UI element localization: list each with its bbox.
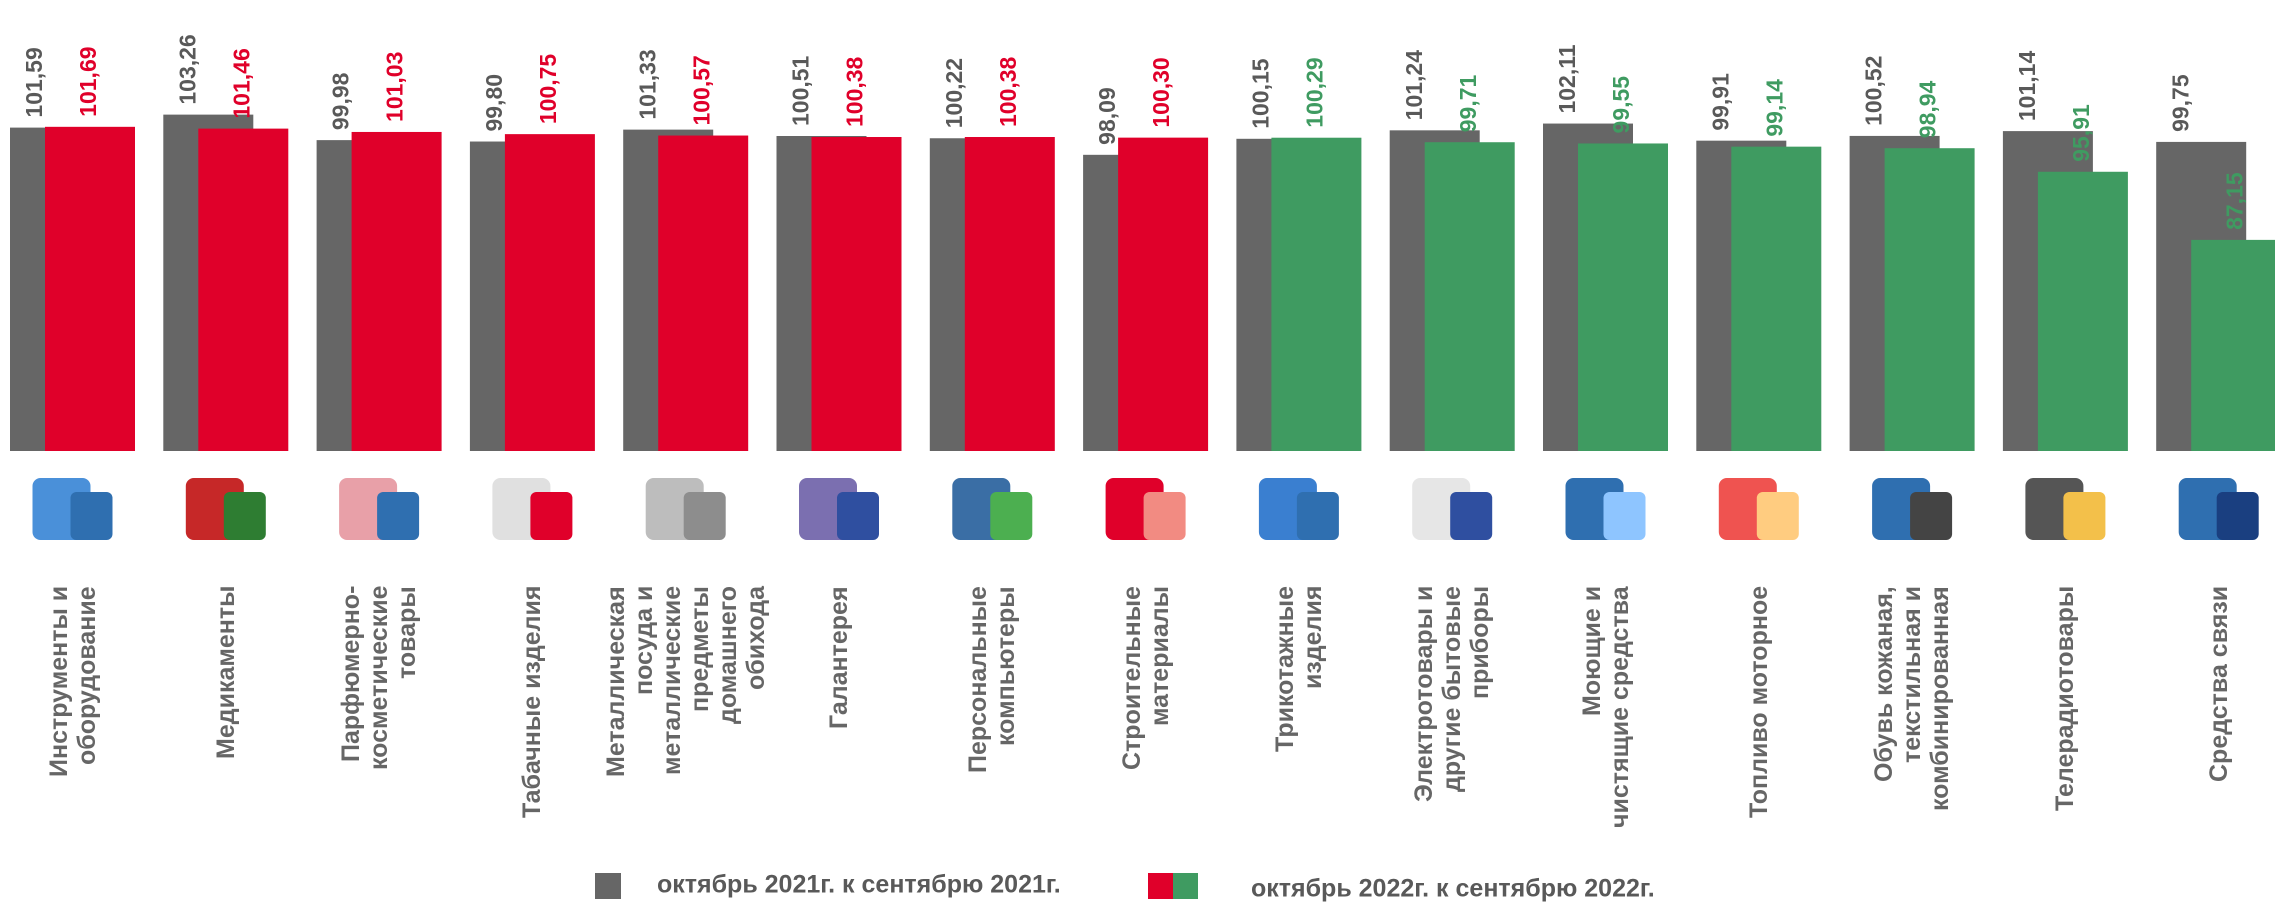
x-tick-label: Галантерея — [825, 586, 853, 876]
legend-swatch — [595, 873, 621, 899]
value-label: 95,91 — [2068, 104, 2094, 162]
category-icon — [1566, 478, 1646, 540]
icon-shape — [530, 492, 572, 540]
x-tick-label: Средства связи — [2205, 586, 2233, 876]
x-tick-label: Обувь кожаная, текстильная и комбинирова… — [1870, 586, 1954, 876]
category-icon — [1106, 478, 1186, 540]
value-label: 100,38 — [842, 56, 868, 127]
icon-shape — [1910, 492, 1952, 540]
icon-shape — [2217, 492, 2259, 540]
bar — [45, 127, 135, 451]
value-label: 101,33 — [634, 49, 660, 119]
value-label: 87,15 — [2221, 172, 2247, 230]
value-label: 100,51 — [788, 55, 814, 126]
category-icon — [1872, 478, 1952, 540]
value-label: 99,55 — [1608, 76, 1634, 134]
x-tick-label: Медикаменты — [212, 586, 240, 876]
category-icon — [492, 478, 572, 540]
value-label: 99,14 — [1761, 79, 1787, 137]
value-label: 102,11 — [1554, 44, 1580, 113]
x-tick-label: Инструменты и оборудование — [45, 586, 101, 876]
value-label: 99,91 — [1707, 73, 1733, 131]
value-label: 98,09 — [1094, 87, 1120, 145]
bar — [1271, 138, 1361, 451]
value-label: 100,22 — [941, 58, 967, 128]
category-icon — [1412, 478, 1492, 540]
x-tick-label: Электротовары и другие бытовые приборы — [1410, 586, 1494, 876]
legend-swatch — [1173, 873, 1198, 899]
category-icon — [339, 478, 419, 540]
bar — [658, 136, 748, 451]
bar — [1425, 142, 1515, 451]
value-label: 101,03 — [382, 52, 408, 122]
bar — [2038, 172, 2128, 451]
category-icon — [1719, 478, 1799, 540]
value-label: 101,24 — [1401, 50, 1427, 121]
bar — [198, 129, 288, 451]
icon-shape — [224, 492, 266, 540]
icon-shape — [377, 492, 419, 540]
value-label: 103,26 — [174, 34, 200, 104]
value-label: 100,75 — [535, 54, 561, 125]
bar — [1118, 138, 1208, 451]
icon-shape — [1604, 492, 1646, 540]
icon-shape — [71, 492, 113, 540]
value-label: 100,15 — [1247, 58, 1273, 129]
legend-swatch — [1148, 873, 1173, 899]
value-label: 98,94 — [1915, 80, 1941, 138]
x-tick-label: Строительные материалы — [1118, 586, 1174, 876]
category-icon — [33, 478, 113, 540]
bar — [1885, 148, 1975, 451]
category-icon — [952, 478, 1032, 540]
x-tick-label: Топливо моторное — [1745, 586, 1773, 876]
category-icon — [2025, 478, 2105, 540]
icon-shape — [1297, 492, 1339, 540]
legend-label: октябрь 2022г. к сентябрю 2022г. — [1251, 875, 1655, 903]
bar — [965, 137, 1055, 451]
bar — [812, 137, 902, 451]
x-tick-label: Табачные изделия — [518, 586, 546, 876]
value-label: 99,71 — [1455, 74, 1481, 132]
bar — [1578, 143, 1668, 451]
value-label: 99,98 — [328, 72, 354, 130]
icon-shape — [1450, 492, 1492, 540]
x-tick-label: Моющие и чистящие средства — [1578, 586, 1634, 876]
bar — [505, 134, 595, 451]
value-label: 100,29 — [1301, 57, 1327, 127]
value-label: 99,80 — [481, 74, 507, 132]
value-label: 101,46 — [228, 48, 254, 118]
category-icon — [646, 478, 726, 540]
value-label: 100,57 — [688, 55, 714, 125]
icon-shape — [990, 492, 1032, 540]
x-tick-label: Трикотажные изделия — [1271, 586, 1327, 876]
bar — [352, 132, 442, 451]
bar — [2191, 240, 2275, 451]
icon-shape — [837, 492, 879, 540]
x-tick-label: Парфюмерно- косметические товары — [337, 586, 421, 876]
category-icon — [799, 478, 879, 540]
icon-shape — [2063, 492, 2105, 540]
bar — [1731, 147, 1821, 451]
value-label: 101,69 — [75, 46, 101, 116]
value-label: 100,52 — [1861, 56, 1887, 126]
value-label: 101,14 — [2014, 51, 2040, 122]
value-label: 99,75 — [2167, 74, 2193, 132]
category-icon — [186, 478, 266, 540]
icon-shape — [684, 492, 726, 540]
chart: 101,59 101,69 103,26 101,46 99,98 101,03 99,80… — [0, 0, 2275, 907]
icon-shape — [1757, 492, 1799, 540]
value-label: 100,38 — [995, 56, 1021, 127]
icon-shape — [1144, 492, 1186, 540]
value-label: 100,30 — [1148, 57, 1174, 127]
x-tick-label: Персональные компьютеры — [964, 586, 1020, 876]
category-icon — [2179, 478, 2259, 540]
category-icon — [1259, 478, 1339, 540]
x-tick-label: Металлическая посуда и металлические пре… — [602, 586, 770, 876]
x-tick-label: Телерадиотовары — [2051, 586, 2079, 876]
value-label: 101,59 — [21, 47, 47, 117]
